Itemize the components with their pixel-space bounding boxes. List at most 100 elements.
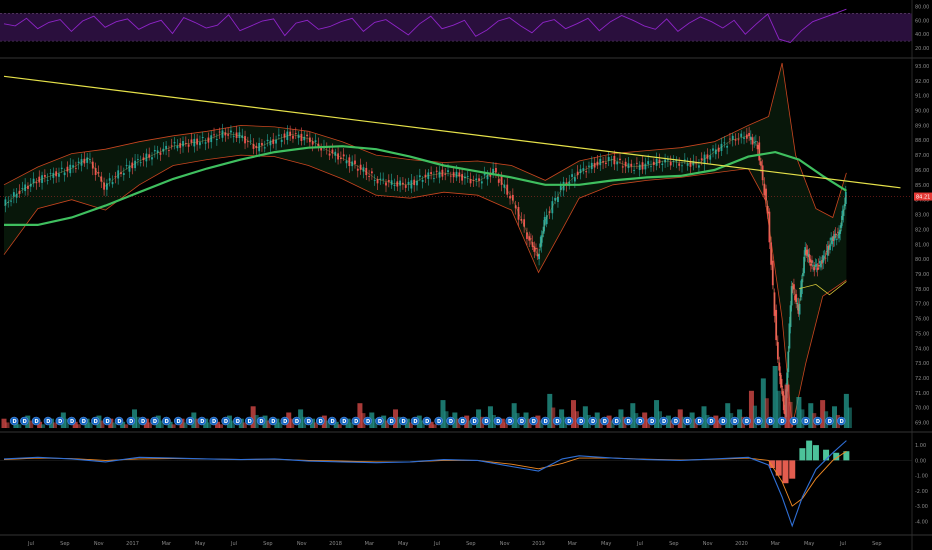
candle-body xyxy=(535,247,537,250)
dividend-badge-label: D xyxy=(449,419,453,425)
dividend-badge xyxy=(446,416,455,426)
dividend-badge-label: D xyxy=(188,419,192,425)
candle-body xyxy=(182,141,184,147)
candle-body xyxy=(717,147,720,152)
macd-histogram-bar xyxy=(799,448,806,461)
candle-body xyxy=(689,160,692,167)
price-panel[interactable] xyxy=(0,62,912,428)
price-tick-label: 86.00 xyxy=(915,168,929,174)
candle-body xyxy=(249,140,252,142)
x-tick-label: Jul xyxy=(839,541,846,547)
candle-body xyxy=(337,153,339,160)
bollinger-lower xyxy=(3,154,847,428)
volume-bar xyxy=(215,421,221,428)
candle-body xyxy=(201,137,204,139)
volume-bar xyxy=(76,424,81,428)
dividend-badge-label: D xyxy=(12,419,16,425)
candle-body xyxy=(269,140,272,146)
candle-body xyxy=(483,173,486,176)
dividend-badge xyxy=(55,416,65,426)
candle-body xyxy=(77,161,80,164)
dividend-badge xyxy=(268,416,278,426)
dividend-badge xyxy=(221,416,230,426)
candle-body xyxy=(814,265,817,267)
volume-bar xyxy=(230,420,235,428)
candle-body xyxy=(111,182,114,185)
volume-bar xyxy=(88,422,93,428)
candle-body xyxy=(238,132,241,138)
candle-body xyxy=(359,164,362,170)
dividend-badge-label: D xyxy=(804,419,808,425)
dividend-badge xyxy=(552,416,562,426)
candle-body xyxy=(122,173,125,175)
volume-bar xyxy=(772,366,778,428)
dividend-badge-label: D xyxy=(579,419,583,425)
candle-body xyxy=(469,179,472,184)
dividend-badge xyxy=(529,416,538,426)
dividend-badge-label: D xyxy=(425,419,429,425)
dividend-badge-label: D xyxy=(721,419,725,425)
x-tick-label: 2020 xyxy=(735,541,748,547)
price-tick-label: 82.00 xyxy=(915,227,929,233)
macd-tick-label: 1.00 xyxy=(915,443,926,449)
dividend-badge-label: D xyxy=(129,419,133,425)
candle-body xyxy=(387,180,390,182)
candle-body xyxy=(424,174,427,178)
volume-bar xyxy=(820,400,826,428)
macd-tick-label: 0.00 xyxy=(915,458,926,464)
candle-body xyxy=(261,142,263,146)
candle-body xyxy=(822,255,825,263)
candle-body xyxy=(311,141,314,145)
candle-body xyxy=(145,153,148,162)
candle-body xyxy=(24,184,27,192)
volume-bar xyxy=(654,400,660,428)
dividend-badge xyxy=(718,416,728,426)
candle-body xyxy=(142,157,145,161)
volume-bar xyxy=(547,393,553,428)
volume-bar xyxy=(444,411,449,428)
candle-body xyxy=(536,254,539,257)
candle-body xyxy=(252,143,255,149)
volume-bar xyxy=(397,416,402,428)
candle-body xyxy=(63,172,66,176)
dividend-badge xyxy=(398,416,408,426)
volume-bar xyxy=(238,418,244,428)
dividend-badge xyxy=(813,416,822,426)
dividend-badge xyxy=(102,416,112,426)
candle-body xyxy=(342,154,345,157)
dividend-badge-label: D xyxy=(224,419,228,425)
volume-bar xyxy=(309,418,315,428)
candle-body xyxy=(655,158,658,166)
candle-body xyxy=(557,196,559,202)
dividend-badge xyxy=(434,416,444,426)
candle-body xyxy=(21,187,24,189)
candle-body xyxy=(644,163,647,170)
dividend-badge xyxy=(730,416,740,426)
dividend-badge-label: D xyxy=(342,419,346,425)
candle-body xyxy=(404,185,407,188)
dividend-badge xyxy=(9,416,19,426)
dividend-badge-label: D xyxy=(532,419,536,425)
dividend-badge xyxy=(197,416,207,426)
dividend-badge-label: D xyxy=(401,419,405,425)
dividend-badge xyxy=(43,416,53,426)
candle-body xyxy=(837,231,839,233)
dividend-badge xyxy=(91,416,100,426)
candle-body xyxy=(539,243,542,248)
candle-body xyxy=(576,171,579,176)
volume-bar xyxy=(618,409,624,428)
candle-body xyxy=(187,144,190,147)
x-tick-label: May xyxy=(804,541,814,547)
candle-body xyxy=(416,180,418,186)
volume-bar xyxy=(843,393,849,428)
cloud-fill xyxy=(4,63,847,427)
dividend-badge xyxy=(683,416,692,426)
price-tick-label: 77.00 xyxy=(915,302,929,308)
candle-body xyxy=(421,179,424,182)
dividend-badge xyxy=(387,416,396,426)
price-tick-label: 69.00 xyxy=(915,421,929,427)
volume-bar xyxy=(393,409,399,428)
volume-bar xyxy=(302,416,307,428)
candle-body xyxy=(334,151,337,156)
